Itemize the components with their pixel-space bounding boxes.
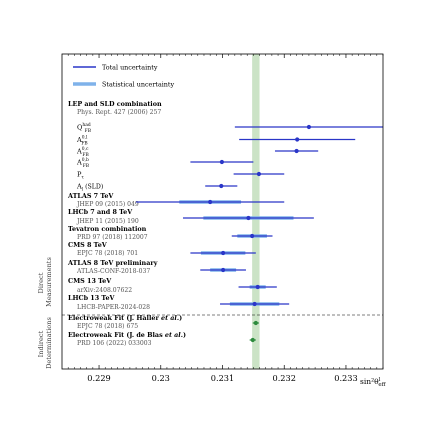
legend-stat-label: Statistical uncertainty [102,81,174,89]
x-axis-label-text: sin²θl eff [360,377,387,388]
data-point [219,159,224,165]
observable-label: Qhad FB [77,123,91,134]
side-labels: Direct Measurements Indirect Determinati… [37,257,53,369]
data-point [295,137,300,142]
data-point [250,233,255,239]
group-title: LHCb 7 and 8 TeV [68,208,133,216]
indirect-side-label-2: Determinations [45,316,53,368]
group-subtitle: ATLAS-CONF-2018-037 [76,268,150,275]
group-title: CMS 8 TeV [68,241,108,249]
x-tick-label: 0.233 [334,373,357,383]
data-point [208,199,213,205]
group-subtitle: arXiv:2408.07622 [77,287,132,294]
direct-side-label: Direct Measurements [37,257,53,307]
data-point [250,337,255,343]
group-title: Tevatron combination [68,225,147,233]
data-point [219,183,224,189]
indirect-side-label-1: Indirect [37,330,45,357]
group-title: Electroweak Fit (J. de Blas et al.) [68,331,186,339]
legend: Total uncertainty Statistical uncertaint… [73,64,174,89]
data-point [294,148,299,154]
data-point [306,124,312,130]
group-subtitle: JHEP 11 (2015) 190 [76,218,139,225]
x-axis-label-sup: l [379,377,381,383]
group-subtitle: PRD 106 (2022) 033003 [77,340,152,347]
group-title: LEP and SLD combination [68,100,162,108]
observable-label: A0,l FB [76,136,88,147]
group-subtitle: PRD 97 (2018) 112007 [77,234,148,241]
x-tick-label: 0.229 [87,373,110,383]
observable-label: Pτ [77,171,84,181]
data-points [136,124,383,343]
group-subtitle: EPJC 78 (2018) 675 [77,323,138,330]
group-title: Electroweak Fit (J. Haller et al.) [68,314,182,322]
x-axis-label: sin²θl eff [360,377,387,388]
indirect-side-label: Indirect Determinations [37,316,53,368]
x-axis-label-base: sin²θ [360,377,379,386]
data-point [221,267,226,273]
group-subtitle: LHCB-PAPER-2024-028 [77,304,150,311]
data-point [255,284,260,290]
data-point [253,320,258,326]
observable-label: Al (SLD) [76,183,103,193]
x-ticks: 0.229 0.23 0.231 0.232 0.233 [67,54,384,383]
observable-label: A0,c FB [76,147,89,158]
group-title: ATLAS 8 TeV preliminary [67,259,158,267]
group-title: CMS 13 TeV [68,277,112,285]
data-point [252,301,257,307]
group-subtitle: Phys. Rept. 427 (2006) 257 [77,109,161,116]
legend-total-label: Total uncertainty [102,64,158,72]
x-tick-label: 0.231 [211,373,234,383]
x-axis-label-sub: eff [378,382,386,388]
data-point [256,171,262,177]
direct-side-label-2: Measurements [45,257,53,307]
group-subtitle: JHEP 09 (2015) 049 [76,201,139,208]
x-tick-label: 0.232 [273,373,296,383]
data-point [221,250,226,256]
data-point [246,215,251,221]
group-title: LHCb 13 TeV [68,294,116,302]
direct-side-label-1: Direct [37,272,45,293]
group-title: ATLAS 7 TeV [67,192,114,200]
x-tick-label: 0.23 [152,373,170,383]
group-subtitle: EPJC 78 (2018) 701 [77,250,138,257]
sm-band [252,54,260,369]
observable-label: A0,b FB [76,158,89,169]
sm-band-layer [252,54,260,369]
